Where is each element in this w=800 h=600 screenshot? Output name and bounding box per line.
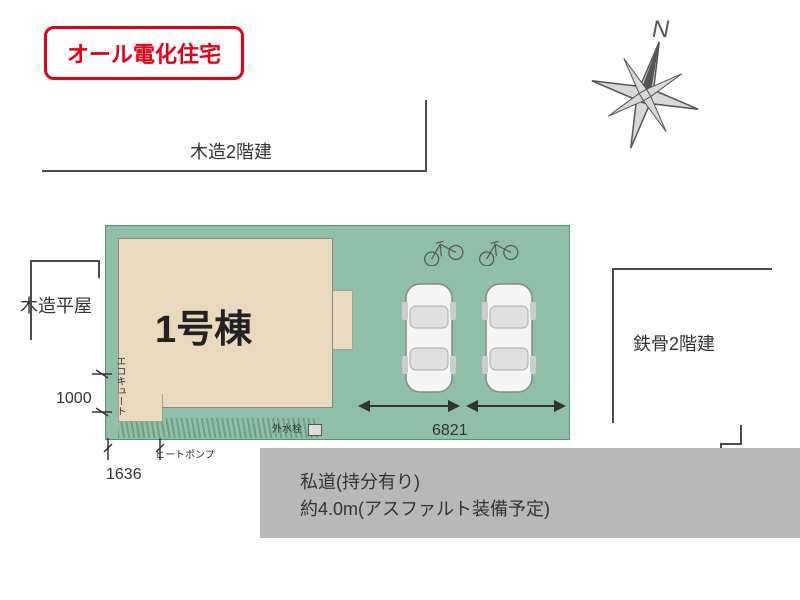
bike-2-icon bbox=[475, 236, 520, 266]
all-electric-badge: オール電化住宅 bbox=[44, 26, 244, 80]
house-bump bbox=[333, 290, 353, 350]
right-building-line-v1 bbox=[612, 268, 614, 423]
bike-1-icon bbox=[420, 236, 465, 266]
road-label-1: 私道(持分有り) bbox=[300, 468, 420, 494]
car-2-icon bbox=[478, 278, 540, 398]
left-building-line-v2 bbox=[98, 260, 100, 278]
house-label: 1号棟 bbox=[155, 298, 252, 353]
badge-text: オール電化住宅 bbox=[67, 42, 221, 67]
top-building-label: 木造2階建 bbox=[190, 138, 272, 164]
left-building-line-h bbox=[30, 260, 100, 262]
compass-n-label: N bbox=[652, 16, 669, 44]
right-building-label: 鉄骨2階建 bbox=[633, 330, 715, 356]
left-building-line-v1 bbox=[30, 260, 32, 340]
dim-1000-ticks bbox=[92, 366, 116, 422]
top-building-line-v bbox=[425, 100, 427, 172]
right-stair-1h bbox=[720, 443, 742, 445]
top-building-line-h bbox=[42, 170, 427, 172]
right-stair-1v bbox=[740, 425, 742, 445]
road-label-2: 約4.0m(アスファルト装備予定) bbox=[300, 495, 550, 521]
dim-1000: 1000 bbox=[56, 390, 92, 408]
dim-6821: 6821 bbox=[432, 422, 468, 440]
compass-rose: N bbox=[580, 20, 710, 170]
dim-6821-arrows bbox=[356, 394, 570, 418]
faucet-box bbox=[308, 424, 322, 436]
car-1-icon bbox=[398, 278, 460, 398]
right-building-line-h bbox=[612, 268, 772, 270]
dim-1636: 1636 bbox=[106, 466, 142, 484]
faucet-label: 外水栓 bbox=[272, 420, 302, 435]
dim-1636-ticks bbox=[102, 438, 172, 466]
compass-icon bbox=[580, 20, 710, 150]
